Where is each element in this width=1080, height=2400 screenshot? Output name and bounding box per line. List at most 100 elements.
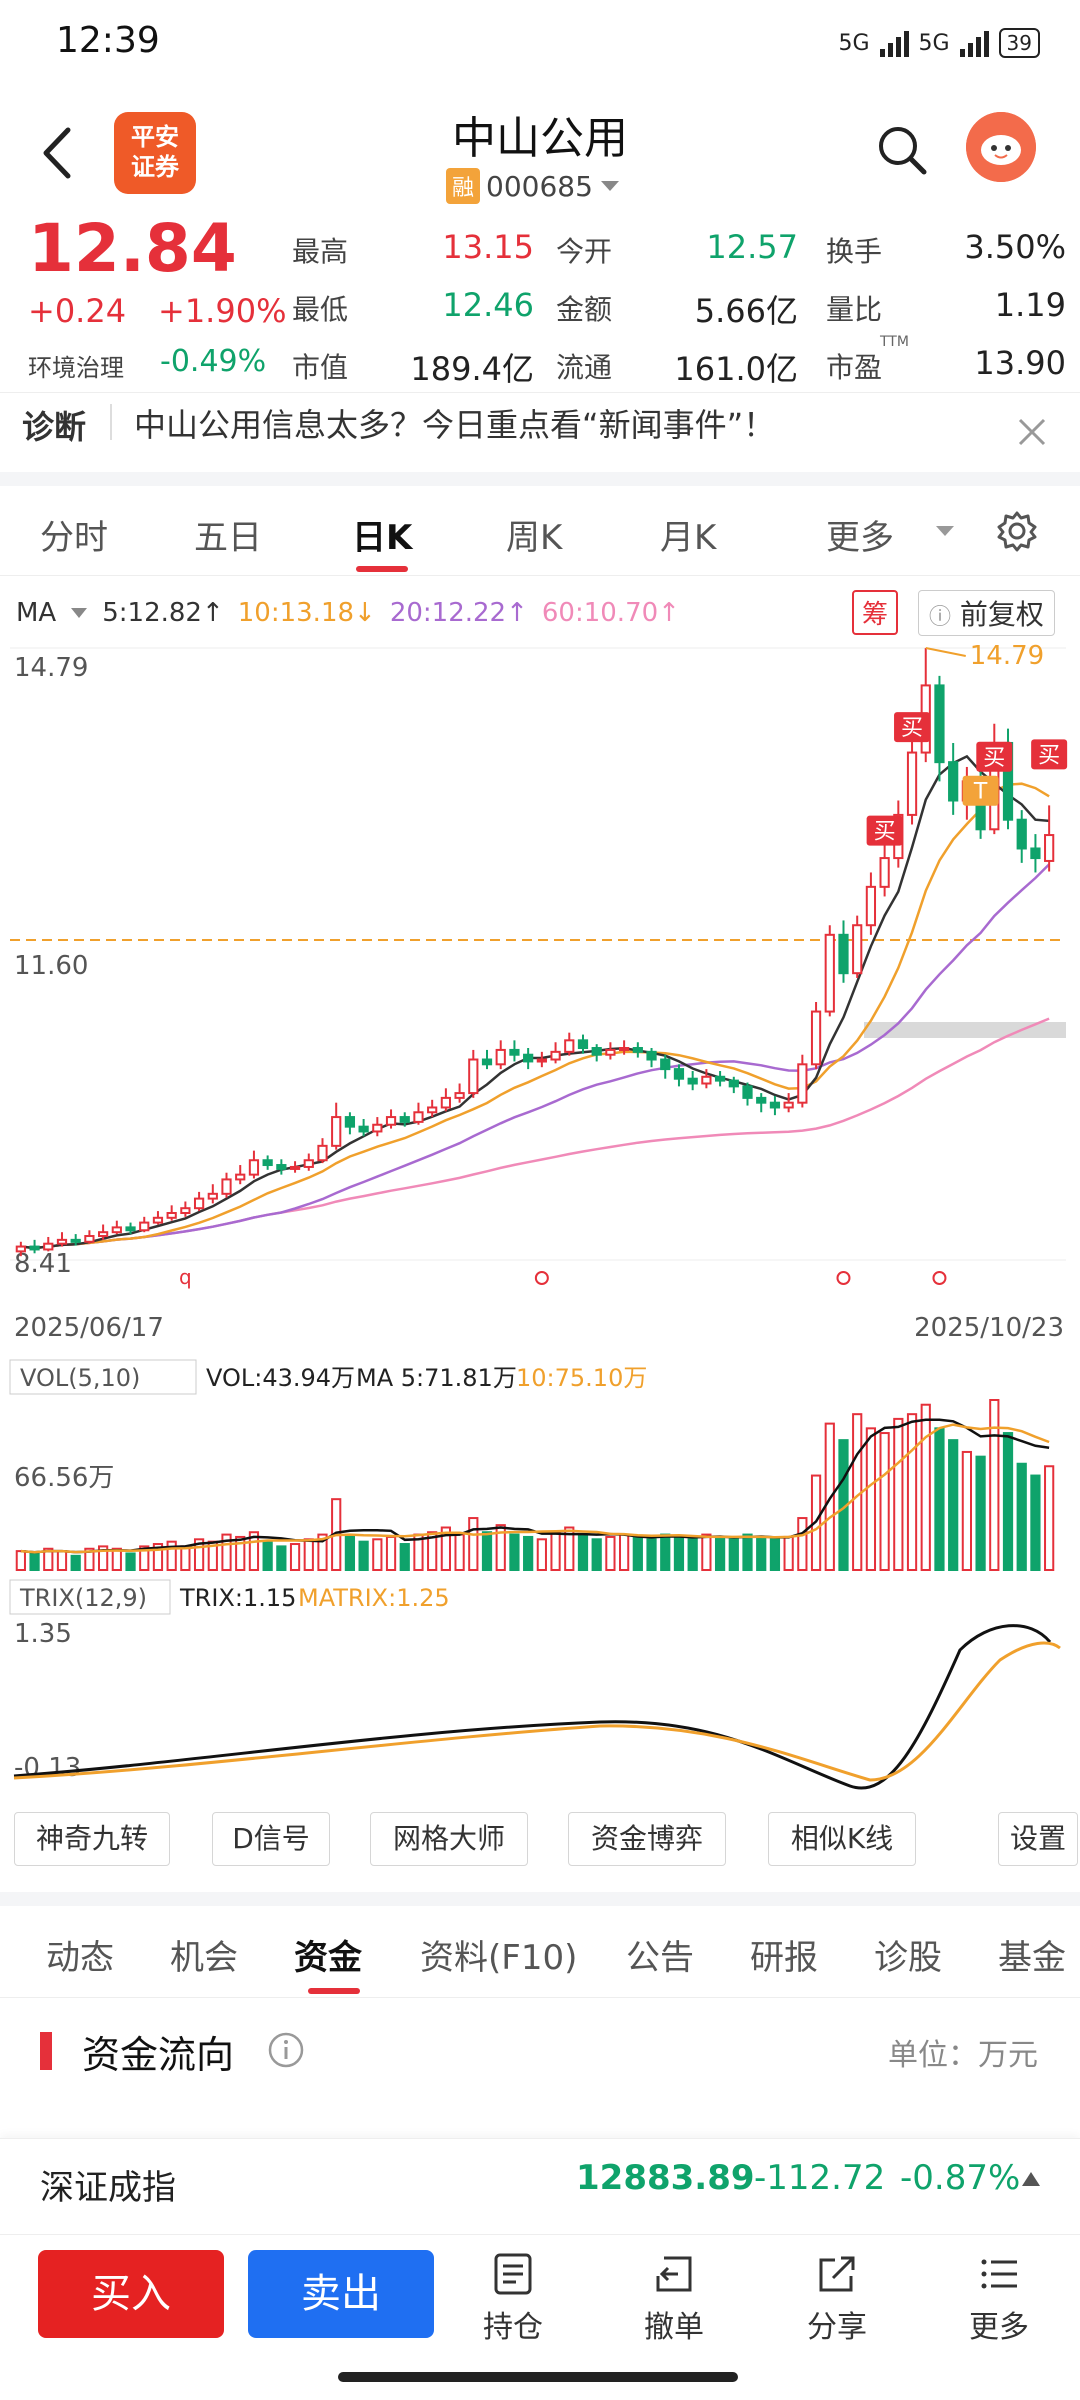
volume-bar bbox=[358, 1540, 369, 1572]
volume-bar bbox=[948, 1439, 959, 1572]
ma-legend[interactable]: MA 5:12.82↑ 10:13.18↓ 20:12.22↑ 60:10.70… bbox=[16, 598, 680, 628]
buy-signal-bg bbox=[894, 712, 931, 743]
tab-announcement[interactable]: 公告 bbox=[626, 1938, 694, 1978]
tab-monthly-k[interactable]: 月K bbox=[660, 518, 717, 558]
tool-settings[interactable]: 设置 bbox=[998, 1812, 1078, 1866]
index-change: -112.72 bbox=[754, 2158, 886, 2198]
tab-research[interactable]: 研报 bbox=[750, 1938, 818, 1978]
volume-bar bbox=[440, 1526, 451, 1571]
tab-five-day[interactable]: 五日 bbox=[194, 518, 262, 558]
status-bar: 12:39 5G 5G 39 bbox=[0, 0, 1080, 90]
stock-code-row[interactable]: 融 000685 bbox=[446, 168, 621, 204]
battery-icon: 39 bbox=[998, 28, 1040, 58]
assistant-avatar[interactable] bbox=[966, 112, 1036, 182]
candle-body bbox=[536, 1058, 547, 1063]
candle-body bbox=[948, 761, 959, 802]
chip-distribution-button[interactable]: 筹 bbox=[852, 590, 899, 635]
volume-bar bbox=[43, 1547, 54, 1571]
home-indicator[interactable] bbox=[338, 2372, 738, 2382]
volume-bar bbox=[906, 1413, 918, 1572]
open-value: 12.57 bbox=[706, 228, 798, 266]
gear-icon[interactable] bbox=[996, 510, 1038, 552]
candle-body bbox=[84, 1235, 95, 1243]
tab-daily-k[interactable]: 日K bbox=[352, 518, 413, 558]
tool-grid-master[interactable]: 网格大师 bbox=[370, 1812, 528, 1866]
diagnosis-text[interactable]: 中山公用信息太多？今日重点看“新闻事件”！ bbox=[134, 406, 776, 444]
price-axis-top-label: 14.79 bbox=[14, 653, 88, 683]
fund-flow-unit: 单位：万元 bbox=[888, 2038, 1038, 2073]
trix-line bbox=[13, 1624, 1052, 1790]
tab-more[interactable]: 更多 bbox=[826, 518, 894, 558]
ma60-value: 60:10.70↑ bbox=[541, 598, 680, 628]
tool-fund-game[interactable]: 资金博弈 bbox=[568, 1812, 726, 1866]
active-tab-indicator bbox=[356, 566, 408, 572]
search-icon[interactable] bbox=[876, 124, 928, 176]
amount-label: 金额 bbox=[556, 293, 613, 326]
network-label-1: 5G bbox=[838, 30, 870, 56]
sell-button[interactable]: 卖出 bbox=[248, 2250, 434, 2338]
candle-body bbox=[687, 1077, 698, 1085]
tool-similar-k[interactable]: 相似K线 bbox=[768, 1812, 916, 1866]
logo-line-1: 平安 bbox=[131, 123, 179, 151]
tab-f10[interactable]: 资料(F10) bbox=[420, 1938, 578, 1978]
open-label: 今开 bbox=[556, 235, 613, 268]
vol-selector[interactable] bbox=[9, 1359, 197, 1395]
tab-opportunity[interactable]: 机会 bbox=[170, 1938, 238, 1978]
signal-icon-2 bbox=[959, 29, 989, 57]
candle-body bbox=[879, 857, 890, 888]
candle-body bbox=[70, 1238, 81, 1243]
info-icon[interactable] bbox=[266, 2030, 306, 2070]
candle-body bbox=[193, 1197, 205, 1210]
amount-value: 5.66亿 bbox=[694, 292, 798, 330]
tab-news[interactable]: 动态 bbox=[46, 1938, 114, 1978]
back-arrow-icon[interactable] bbox=[30, 118, 90, 188]
tab-funds[interactable]: 资金 bbox=[294, 1938, 362, 1978]
broker-logo: 平安 证券 bbox=[114, 112, 196, 194]
cancel-order-button[interactable]: 撤单 bbox=[624, 2252, 724, 2346]
position-button[interactable]: 持仓 bbox=[463, 2252, 563, 2346]
volume-bar bbox=[769, 1538, 781, 1571]
document-icon bbox=[494, 2253, 532, 2295]
volume-bar bbox=[673, 1535, 685, 1572]
candle-body bbox=[783, 1101, 794, 1109]
sector-label[interactable]: 环境治理 bbox=[28, 354, 124, 382]
candle-body bbox=[317, 1144, 328, 1162]
candle-body bbox=[344, 1116, 356, 1128]
volume-bar bbox=[399, 1543, 410, 1571]
volume-bar bbox=[564, 1526, 575, 1571]
candle-body bbox=[111, 1226, 122, 1234]
candle-body bbox=[303, 1159, 314, 1168]
candle-body bbox=[714, 1075, 726, 1082]
volume-bar bbox=[15, 1550, 26, 1571]
fund-flow-title: 资金流向 bbox=[82, 2033, 235, 2077]
chevron-up-icon[interactable] bbox=[1020, 2170, 1042, 2188]
buy-button[interactable]: 买入 bbox=[38, 2250, 224, 2338]
volume-bar bbox=[84, 1547, 95, 1571]
margin-badge: 融 bbox=[446, 168, 481, 204]
mktcap-value: 189.4亿 bbox=[410, 350, 534, 388]
mktcap-label: 市值 bbox=[292, 351, 349, 384]
tool-d-signal[interactable]: D信号 bbox=[212, 1812, 330, 1866]
candle-body bbox=[207, 1192, 218, 1200]
vol-axis-label: 66.56万 bbox=[14, 1463, 114, 1493]
tab-diagnose[interactable]: 诊股 bbox=[874, 1938, 942, 1978]
index-ticker-bar[interactable] bbox=[0, 2138, 1080, 2234]
share-button[interactable]: 分享 bbox=[787, 2252, 887, 2346]
candle-body bbox=[810, 1010, 822, 1066]
trix-indicator-label: TRIX(12,9) bbox=[19, 1584, 147, 1612]
trix-selector[interactable] bbox=[9, 1579, 171, 1615]
candle-body bbox=[221, 1178, 232, 1195]
forward-adjust-button[interactable]: ⓘ 前复权 bbox=[918, 590, 1055, 636]
tab-fund[interactable]: 基金 bbox=[998, 1938, 1066, 1978]
trix-value: TRIX:1.15 bbox=[179, 1584, 296, 1612]
more-button[interactable]: 更多 bbox=[949, 2252, 1049, 2346]
candle-body bbox=[29, 1245, 40, 1251]
vol-ratio-value: 1.19 bbox=[994, 286, 1066, 324]
candle-body bbox=[399, 1116, 410, 1123]
volume-bar bbox=[577, 1533, 589, 1571]
tab-weekly-k[interactable]: 周K bbox=[506, 518, 563, 558]
tab-intraday[interactable]: 分时 bbox=[40, 518, 108, 558]
close-icon[interactable] bbox=[1014, 414, 1050, 450]
tool-magic-nine[interactable]: 神奇九转 bbox=[14, 1812, 170, 1866]
